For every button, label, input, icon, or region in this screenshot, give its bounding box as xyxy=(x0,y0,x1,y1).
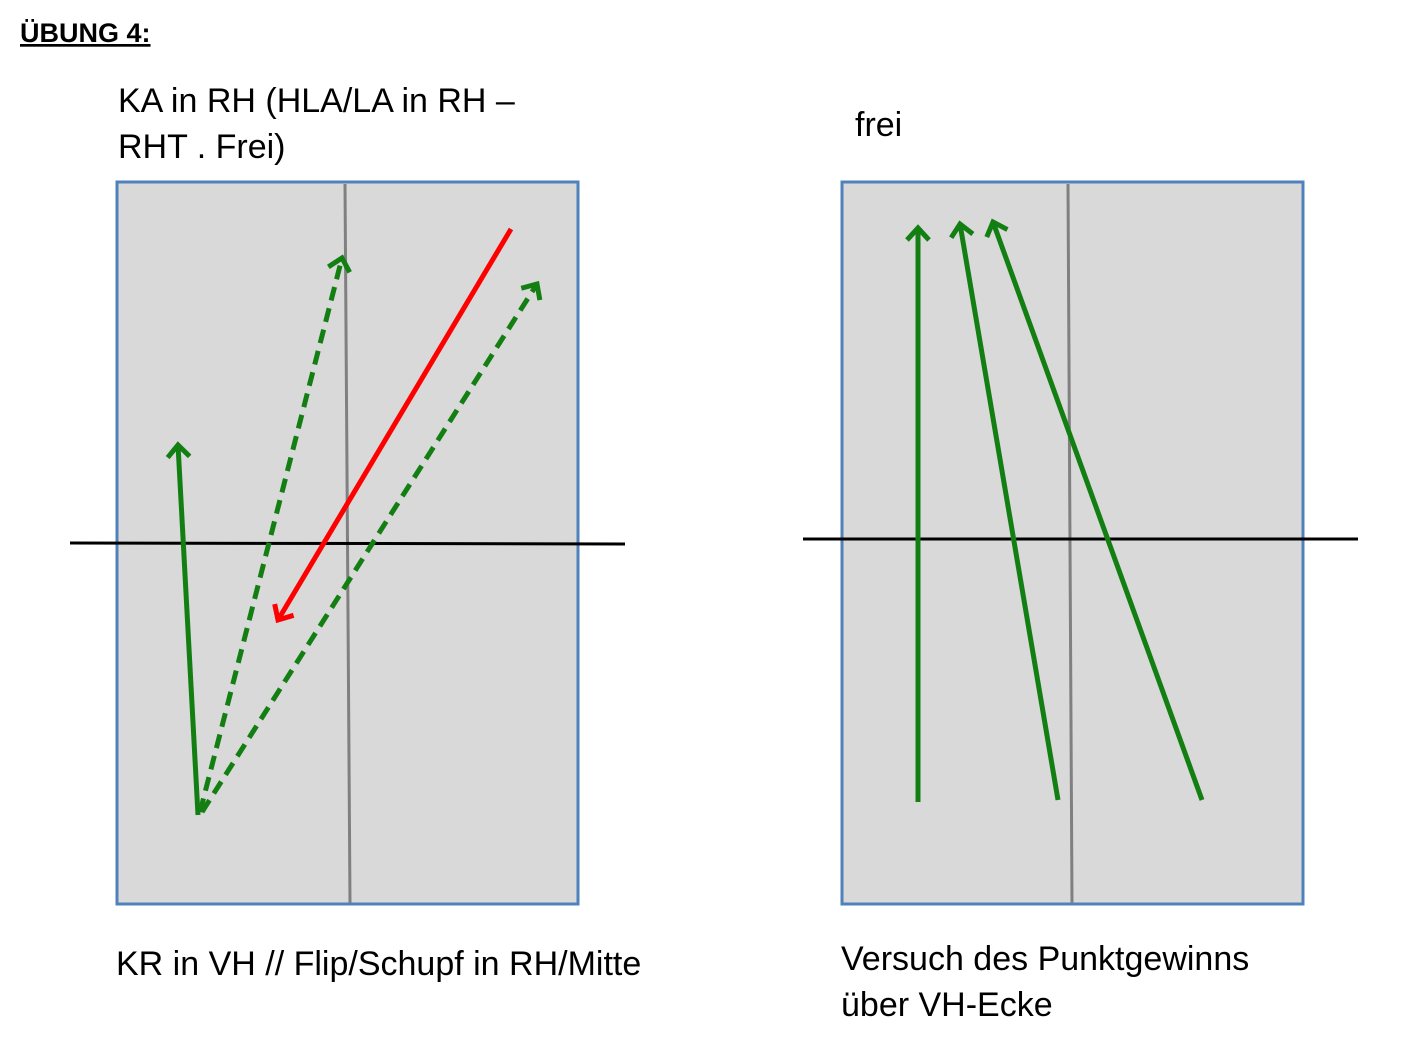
arrow xyxy=(272,227,514,624)
arrow xyxy=(165,441,201,816)
top-label: KA in RH (HLA/LA in RH – xyxy=(118,82,515,120)
top-label: frei xyxy=(855,106,902,144)
top-label: RHT . Frei) xyxy=(118,128,285,166)
center-line xyxy=(1066,183,1074,904)
arrow xyxy=(199,280,543,814)
bottom-label: Versuch des Punktgewinns xyxy=(841,940,1249,978)
net xyxy=(69,541,626,546)
bottom-label: KR in VH // Flip/Schupf in RH/Mitte xyxy=(116,945,641,983)
title: ÜBUNG 4: xyxy=(20,18,151,48)
arrow xyxy=(984,218,1205,801)
bottom-label: über VH-Ecke xyxy=(841,986,1053,1024)
arrow xyxy=(949,220,1061,801)
arrows xyxy=(165,218,1205,816)
arrow xyxy=(197,254,352,813)
